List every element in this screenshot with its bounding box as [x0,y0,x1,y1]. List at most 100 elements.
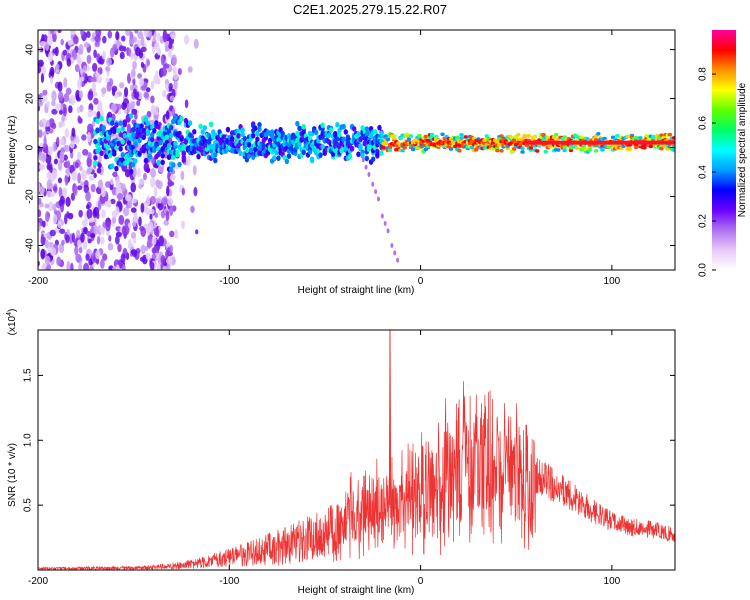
spectrogram-cell [132,251,137,258]
spectrogram-cell [78,263,83,270]
spectrogram-cell [46,126,51,132]
spectrogram-cell [383,141,388,145]
spectrogram-cell [64,175,69,187]
spectrogram-cell [51,100,56,107]
spectrogram-cell [83,41,90,48]
spectrogram-cell [126,103,131,111]
spectrogram-cell [116,127,121,134]
y-tick-label: -20 [25,189,36,204]
spectrogram-cell [295,130,300,137]
spectrogram-cell [135,123,140,129]
spectrogram-cell [138,216,142,227]
spectrogram-cell [225,126,231,133]
spectrogram-cell [62,107,67,117]
spectrogram-cell [61,114,65,123]
spectrogram-cell [150,136,155,143]
spectrogram-cell [115,264,120,270]
spectrogram-cell [400,148,405,153]
spectrogram-cell [42,142,49,153]
spectrogram-cell [77,172,82,184]
spectrogram-cell [246,141,252,148]
spectrogram-cell [335,136,340,142]
spectrogram-cell [364,126,370,132]
spectrogram-cell [151,236,157,246]
spectrogram-cell [45,153,52,165]
spectrogram-cell [38,202,41,212]
spectrogram-cell [370,156,376,163]
spectrogram-cell [46,164,51,170]
spectrogram-cell [148,30,153,39]
spectrogram-cell [309,156,315,163]
spectrogram-cell [38,197,42,205]
spectrogram-cell [440,132,445,137]
spectrogram-cell [484,134,489,138]
spectrogram-cell [46,34,53,46]
spectrogram-cell [108,235,112,242]
spectrogram-cell [131,132,136,139]
spectrogram-cell [69,140,75,149]
spectrogram-cell [58,91,64,102]
spectrogram-cell [606,145,612,150]
spectrogram-cell [341,136,346,143]
spectrogram-cell [140,61,145,68]
snr-y-label: SNR (10 * v/v) [7,443,18,507]
spectrogram-cell [55,103,62,112]
spectrogram-cell [75,229,81,239]
spectrogram-tail-cell [396,257,400,263]
spectrogram-cell [600,148,605,152]
spectrogram-cell [143,157,149,164]
spectrogram-cell [95,127,100,134]
spectrogram-cell [362,140,367,147]
spectrogram-cell [248,147,254,153]
spectrogram-cell [75,135,80,144]
spectrogram-cell [79,104,84,113]
spectrogram-cell [154,198,161,204]
spectrogram-cell [128,168,134,175]
spectrogram-cell [379,150,384,156]
spectrogram-cell [38,59,44,67]
spectrogram-cell [551,135,557,140]
spectrogram-cell [107,111,113,119]
spectrogram-cell [238,150,243,157]
spectrogram-cell [58,120,64,128]
spectrogram-cell [41,262,48,269]
spectrogram-cell [520,150,525,154]
spectrogram-cell [115,103,122,110]
spectrogram-cell [133,54,138,62]
spectrogram-cell [65,196,71,207]
spectrogram-cell [274,149,279,156]
spectrogram-cell [543,149,548,154]
spectrogram-cell [575,146,580,150]
spectrogram-cell [68,105,73,114]
spectrogram-cell [101,125,107,131]
spectrogram-cell [185,155,191,167]
spectrogram-cell [301,149,306,156]
spectrogram-cell [171,54,177,66]
spectrogram-cell [179,136,184,142]
spectrogram-cell [154,41,160,51]
spectrogram-cell [511,139,517,144]
x-tick-label: 0 [418,576,424,587]
spectrogram-cell [118,45,126,52]
spectrogram-cell [253,125,258,132]
spectrogram-cell [568,148,574,153]
spectrogram-tail-cell [386,228,390,234]
spectrogram-cell [79,76,85,82]
spectrogram-cell [72,35,79,45]
spectrogram-tail-cell [383,220,387,226]
spectrogram-cell [63,77,68,88]
spectrogram-cell [51,108,58,115]
spectrogram-cell [42,220,46,228]
spectrogram-cell [77,115,81,124]
spectrogram-cell [187,132,193,138]
spectrogram-tail-cell [376,196,380,202]
spectrogram-cell [145,120,151,127]
spectrogram-cell [181,150,186,156]
spectrogram-cell [495,148,500,153]
spectrogram-cell [38,129,43,138]
spectrogram-cell [112,171,118,178]
spectrogram-cell [63,154,68,161]
spectrogram-cell [638,135,643,140]
spectrogram-cell [86,208,93,220]
spectrogram-cell [91,82,97,93]
